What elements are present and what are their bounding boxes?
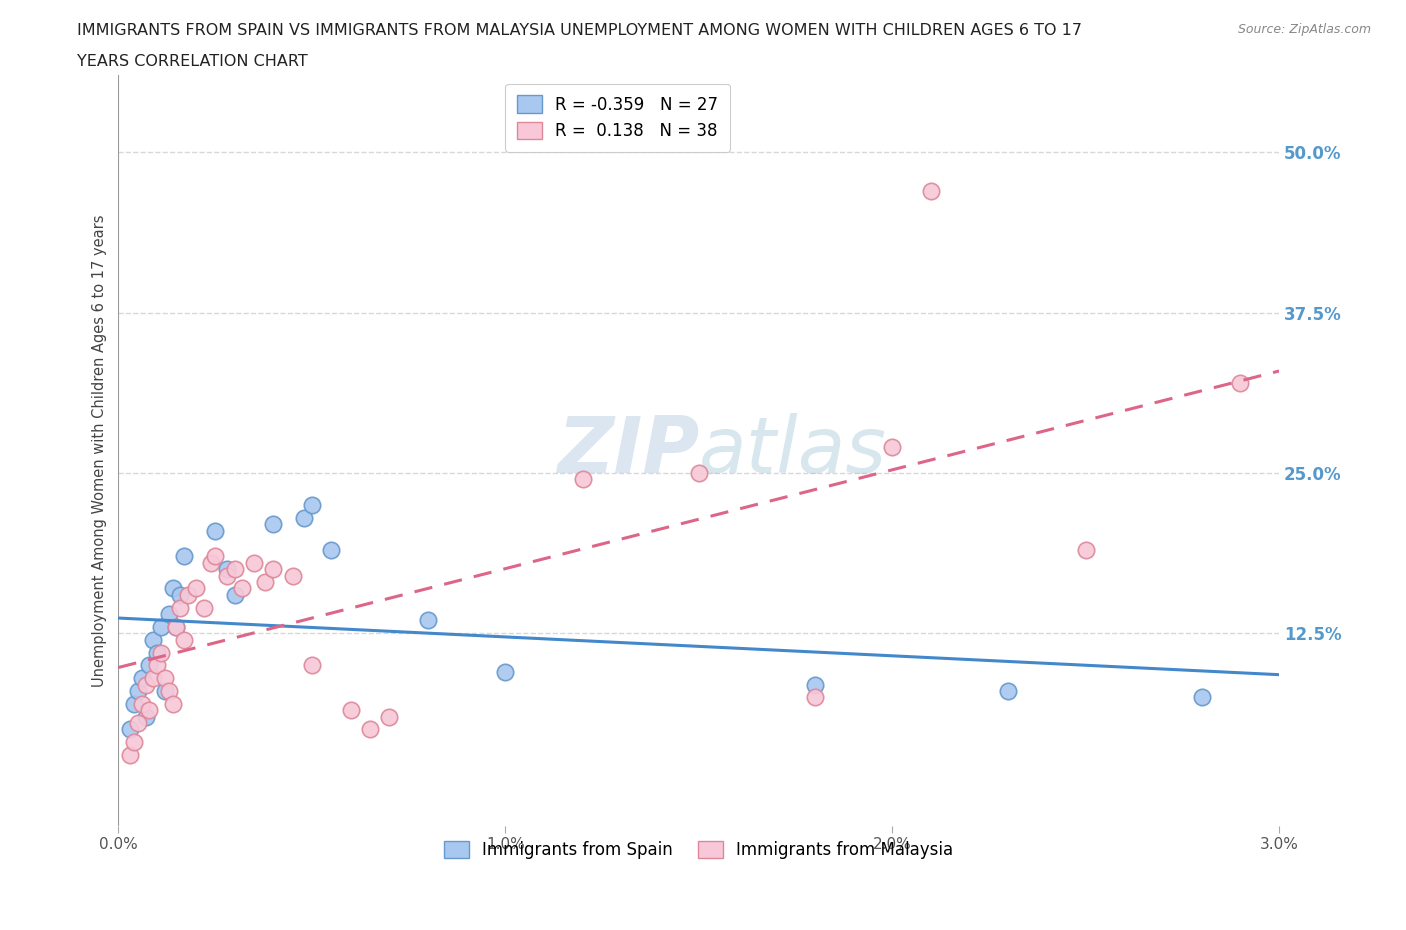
Point	[142, 671, 165, 685]
Text: atlas: atlas	[699, 413, 887, 488]
Point	[122, 735, 145, 750]
Point	[804, 677, 827, 692]
Point	[135, 710, 157, 724]
Point	[301, 658, 323, 672]
Point	[1074, 542, 1097, 557]
Point	[173, 632, 195, 647]
Point	[153, 671, 176, 685]
Point	[281, 568, 304, 583]
Point	[204, 549, 226, 564]
Point	[138, 703, 160, 718]
Point	[262, 562, 284, 577]
Point	[688, 466, 710, 481]
Point	[997, 684, 1019, 698]
Point	[122, 697, 145, 711]
Y-axis label: Unemployment Among Women with Children Ages 6 to 17 years: Unemployment Among Women with Children A…	[93, 214, 107, 686]
Point	[920, 183, 942, 198]
Point	[321, 542, 343, 557]
Point	[166, 619, 188, 634]
Point	[215, 562, 238, 577]
Point	[131, 697, 153, 711]
Point	[224, 562, 246, 577]
Point	[416, 613, 439, 628]
Point	[200, 555, 222, 570]
Text: Source: ZipAtlas.com: Source: ZipAtlas.com	[1237, 23, 1371, 36]
Point	[169, 600, 191, 615]
Point	[378, 710, 401, 724]
Point	[169, 588, 191, 603]
Point	[162, 581, 184, 596]
Point	[173, 549, 195, 564]
Point	[204, 524, 226, 538]
Point	[193, 600, 215, 615]
Point	[571, 472, 593, 486]
Point	[339, 703, 361, 718]
Point	[146, 658, 169, 672]
Point	[292, 511, 315, 525]
Point	[804, 690, 827, 705]
Point	[224, 588, 246, 603]
Text: IMMIGRANTS FROM SPAIN VS IMMIGRANTS FROM MALAYSIA UNEMPLOYMENT AMONG WOMEN WITH : IMMIGRANTS FROM SPAIN VS IMMIGRANTS FROM…	[77, 23, 1083, 38]
Point	[882, 440, 904, 455]
Point	[153, 684, 176, 698]
Point	[150, 645, 173, 660]
Point	[157, 684, 180, 698]
Point	[162, 697, 184, 711]
Point	[243, 555, 266, 570]
Point	[215, 568, 238, 583]
Point	[262, 517, 284, 532]
Point	[177, 588, 200, 603]
Point	[142, 632, 165, 647]
Point	[157, 606, 180, 621]
Point	[254, 575, 277, 590]
Point	[138, 658, 160, 672]
Point	[131, 671, 153, 685]
Point	[127, 715, 149, 730]
Point	[150, 619, 173, 634]
Point	[359, 722, 381, 737]
Point	[301, 498, 323, 512]
Point	[118, 748, 141, 763]
Text: YEARS CORRELATION CHART: YEARS CORRELATION CHART	[77, 54, 308, 69]
Point	[135, 677, 157, 692]
Point	[494, 664, 516, 679]
Point	[127, 684, 149, 698]
Point	[166, 619, 188, 634]
Point	[118, 722, 141, 737]
Point	[146, 645, 169, 660]
Legend: Immigrants from Spain, Immigrants from Malaysia: Immigrants from Spain, Immigrants from M…	[437, 834, 960, 866]
Point	[231, 581, 253, 596]
Point	[1191, 690, 1213, 705]
Point	[1229, 376, 1251, 391]
Text: ZIP: ZIP	[557, 413, 699, 488]
Point	[184, 581, 207, 596]
